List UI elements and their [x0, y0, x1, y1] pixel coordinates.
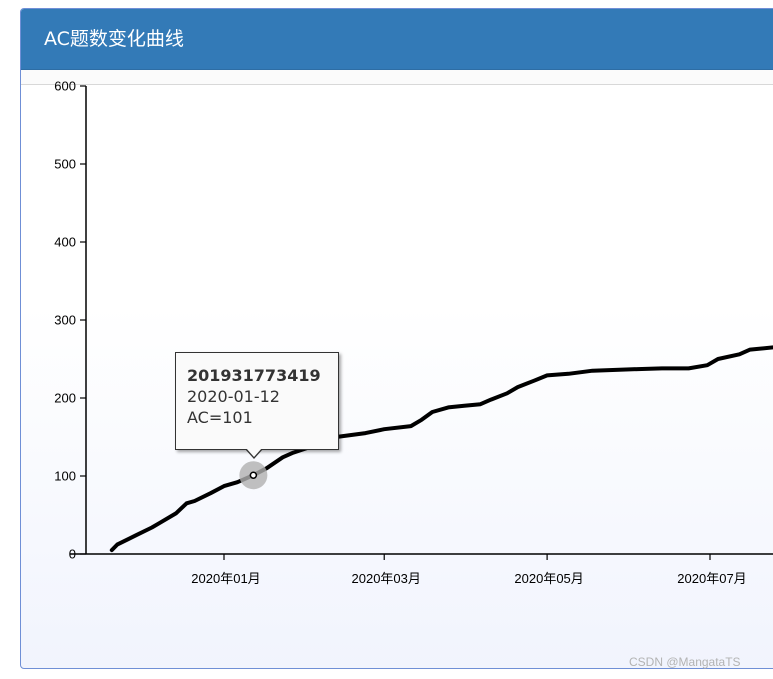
tooltip-arrow-inner — [246, 448, 262, 457]
y-tick-label: 0 — [69, 547, 76, 562]
y-tick-label: 100 — [54, 469, 76, 484]
axes — [70, 86, 773, 555]
x-tick-label: 2020年05月 — [514, 571, 583, 586]
tooltip-id: 201931773419 — [187, 366, 321, 385]
watermark: CSDN @MangataTS — [629, 655, 741, 669]
x-tick-label: 2020年01月 — [191, 571, 260, 586]
y-tick-label: 400 — [54, 235, 76, 250]
x-tick-label: 2020年07月 — [677, 571, 746, 586]
y-tick-label: 500 — [54, 157, 76, 172]
y-tick-label: 300 — [54, 313, 76, 328]
chart-panel: AC题数变化曲线 — [20, 8, 773, 669]
tooltip-date: 2020-01-12 — [187, 387, 280, 406]
marker-layer[interactable] — [239, 461, 268, 490]
panel-header: AC题数变化曲线 — [21, 9, 773, 70]
y-tick-label: 600 — [54, 79, 76, 94]
y-tick-label: 200 — [54, 391, 76, 406]
ticks-layer: 0 100 200 300 400 500 600 2020年01月 2020年03月 2020年… — [54, 79, 746, 587]
highlight-point — [249, 471, 258, 479]
x-tick-label: 2020年03月 — [352, 571, 421, 586]
data-tooltip: 201931773419 2020-01-12 AC=101 — [175, 352, 339, 450]
header-divider — [21, 70, 773, 85]
series-layer — [109, 345, 773, 553]
panel-title: AC题数变化曲线 — [44, 28, 184, 50]
tooltip-value: AC=101 — [187, 408, 253, 427]
series-line — [109, 345, 773, 553]
